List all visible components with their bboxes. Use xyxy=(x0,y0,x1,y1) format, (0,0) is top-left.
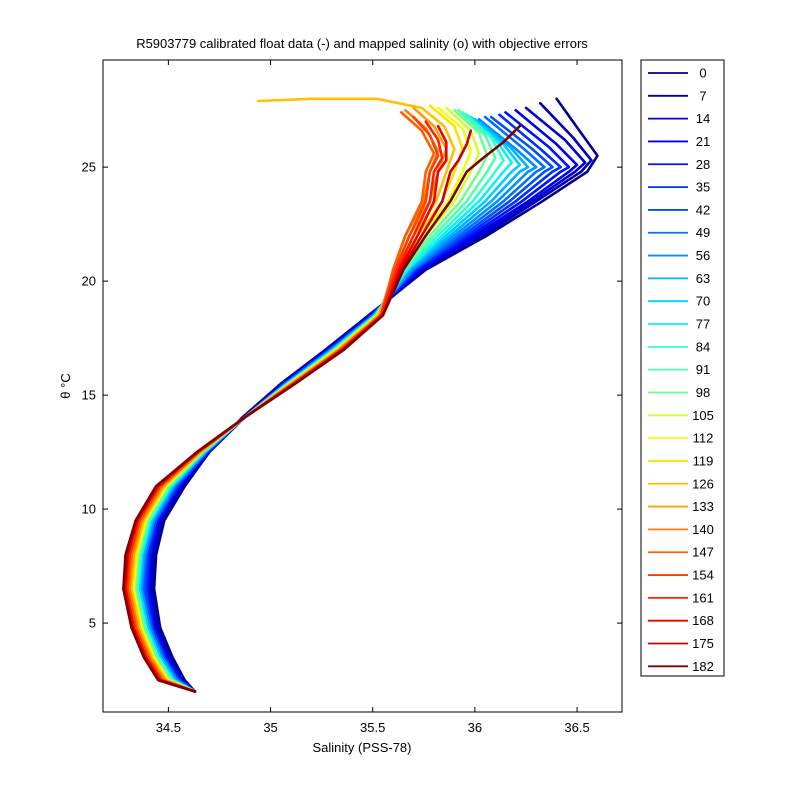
x-axis: 34.5 35 35.5 36 36.5 xyxy=(156,60,590,735)
y-axis-label: θ °C xyxy=(58,373,73,398)
x-tick-label: 36.5 xyxy=(564,720,589,735)
series-line-56 xyxy=(140,118,538,693)
legend-label-182: 182 xyxy=(692,659,714,674)
y-tick-label: 20 xyxy=(82,274,96,289)
x-tick-label: 35 xyxy=(263,720,277,735)
legend-label-168: 168 xyxy=(692,613,714,628)
legend-label-140: 140 xyxy=(692,522,714,537)
legend-label-28: 28 xyxy=(696,157,710,172)
legend-label-112: 112 xyxy=(693,431,714,446)
series-line-0 xyxy=(152,97,599,693)
series-line-7 xyxy=(150,102,593,693)
legend-label-133: 133 xyxy=(692,499,714,514)
legend-items: 0 7 14 21 28 35 42 49 56 63 70 77 84 91 98 105 112 119 126… xyxy=(648,66,714,674)
legend-label-161: 161 xyxy=(692,590,714,605)
legend-label-70: 70 xyxy=(696,294,710,309)
series-line-42 xyxy=(142,115,554,693)
series-line-14 xyxy=(148,106,587,693)
legend-label-35: 35 xyxy=(696,180,710,195)
series-line-133 xyxy=(128,106,448,693)
chart-title: R5903779 calibrated float data (-) and m… xyxy=(136,36,588,51)
legend-label-21: 21 xyxy=(696,134,710,149)
legend-label-63: 63 xyxy=(696,271,710,286)
legend: 0 7 14 21 28 35 42 49 56 63 70 77 84 91 98 105 112 119 126… xyxy=(640,59,725,677)
x-tick-label: 34.5 xyxy=(156,720,181,735)
series-line-154 xyxy=(126,115,440,693)
legend-label-49: 49 xyxy=(696,225,710,240)
series-line-70 xyxy=(138,115,522,693)
legend-label-119: 119 xyxy=(693,453,714,468)
legend-label-147: 147 xyxy=(692,545,714,560)
legend-label-56: 56 xyxy=(696,248,710,263)
plot-frame xyxy=(102,59,623,713)
legend-label-98: 98 xyxy=(696,385,710,400)
series-line-91 xyxy=(134,108,497,693)
y-tick-label: 15 xyxy=(82,388,96,403)
series-line-147 xyxy=(126,111,436,693)
legend-label-105: 105 xyxy=(692,408,714,423)
x-tick-label: 36 xyxy=(468,720,482,735)
series-line-119 xyxy=(130,104,464,693)
legend-label-154: 154 xyxy=(692,568,714,583)
series-line-112 xyxy=(132,106,473,693)
series-line-140 xyxy=(128,108,440,693)
x-axis-label: Salinity (PSS-78) xyxy=(313,740,412,755)
legend-label-14: 14 xyxy=(696,111,710,126)
legend-label-84: 84 xyxy=(696,339,710,354)
x-tick-label: 35.5 xyxy=(360,720,385,735)
legend-label-77: 77 xyxy=(696,317,710,332)
y-tick-label: 5 xyxy=(89,616,96,631)
legend-label-91: 91 xyxy=(696,362,710,377)
legend-label-126: 126 xyxy=(692,476,714,491)
series-line-182 xyxy=(122,124,522,693)
y-tick-label: 25 xyxy=(82,160,96,175)
legend-label-175: 175 xyxy=(692,636,714,651)
series-line-126 xyxy=(130,97,456,693)
y-axis: 5 10 15 20 25 xyxy=(82,160,622,631)
legend-label-42: 42 xyxy=(696,202,710,217)
y-tick-label: 10 xyxy=(82,502,96,517)
legend-box xyxy=(640,59,725,677)
series-layer xyxy=(122,97,599,693)
legend-label-0: 0 xyxy=(699,66,706,81)
legend-label-7: 7 xyxy=(699,88,706,103)
series-line-168 xyxy=(124,124,448,693)
series-line-161 xyxy=(124,120,444,693)
